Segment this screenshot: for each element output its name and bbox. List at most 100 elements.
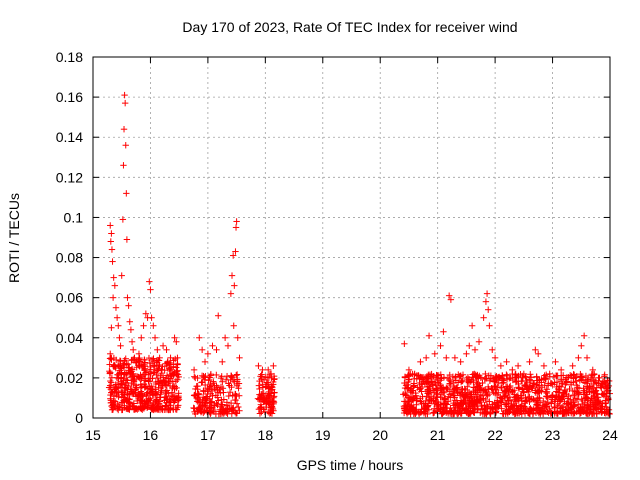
- data-point: [115, 322, 122, 329]
- y-tick-label: 0.04: [56, 330, 83, 346]
- data-point: [120, 162, 127, 169]
- data-point: [156, 406, 164, 414]
- data-point: [175, 394, 182, 401]
- data-point: [203, 395, 210, 403]
- data-point: [440, 328, 447, 335]
- data-point: [118, 394, 126, 401]
- data-point: [219, 401, 226, 408]
- data-point: [228, 272, 236, 279]
- data-point: [134, 406, 141, 413]
- y-tick-labels: 0 0.02 0.04 0.06 0.08 0.1 0.12 0.14 0.16 0.18: [56, 49, 83, 426]
- data-point: [116, 357, 124, 364]
- data-point: [169, 378, 176, 385]
- data-point: [132, 382, 140, 389]
- data-point: [486, 322, 493, 329]
- data-point: [145, 378, 152, 385]
- data-point: [115, 384, 122, 391]
- data-point: [127, 326, 135, 333]
- data-point: [489, 346, 496, 354]
- data-point: [128, 379, 135, 387]
- data-point: [126, 318, 133, 325]
- data-point: [213, 346, 220, 354]
- data-point: [569, 362, 576, 370]
- data-point: [106, 361, 113, 368]
- data-point: [405, 366, 413, 374]
- data-point: [170, 399, 178, 406]
- data-point: [170, 405, 177, 413]
- y-tick-label: 0: [75, 410, 83, 426]
- data-point: [157, 394, 164, 401]
- data-point: [167, 364, 175, 371]
- data-point: [111, 362, 118, 369]
- data-point: [133, 364, 140, 371]
- data-point: [166, 365, 173, 372]
- data-point: [124, 294, 131, 301]
- data-point: [207, 404, 214, 411]
- data-point: [425, 332, 433, 339]
- data-point: [170, 370, 177, 378]
- data-point: [106, 369, 114, 377]
- data-point: [445, 292, 453, 299]
- data-point: [580, 332, 588, 339]
- data-point: [158, 369, 166, 377]
- data-point: [135, 350, 143, 358]
- y-tick-label: 0.14: [56, 129, 83, 145]
- data-point: [212, 392, 220, 399]
- data-point: [214, 386, 221, 394]
- data-point: [230, 404, 237, 411]
- data-point: [217, 374, 225, 382]
- data-point: [227, 399, 235, 407]
- data-point: [198, 346, 206, 354]
- x-tick-label: 19: [315, 427, 331, 443]
- data-point: [497, 362, 505, 370]
- data-point: [143, 390, 150, 398]
- data-point: [196, 334, 203, 341]
- data-point: [174, 361, 181, 368]
- data-point: [107, 222, 114, 229]
- data-point: [108, 389, 115, 396]
- data-point: [168, 391, 176, 399]
- data-point: [200, 409, 207, 417]
- data-point: [105, 384, 113, 391]
- data-point: [107, 377, 114, 385]
- data-point: [107, 350, 114, 358]
- data-point: [107, 395, 114, 402]
- data-point: [118, 381, 126, 388]
- data-point: [552, 358, 559, 366]
- data-point: [215, 312, 222, 319]
- data-point: [150, 322, 157, 329]
- data-point: [233, 382, 241, 389]
- data-point: [219, 385, 227, 392]
- data-point: [482, 370, 489, 378]
- data-point: [122, 142, 129, 149]
- data-point: [131, 389, 139, 396]
- data-point: [126, 396, 133, 403]
- data-point: [207, 370, 215, 378]
- data-point: [141, 377, 149, 384]
- y-tick-label: 0.16: [56, 89, 83, 105]
- data-point: [174, 404, 181, 411]
- data-point: [466, 342, 473, 349]
- data-point: [209, 342, 216, 349]
- data-point: [509, 366, 516, 374]
- data-point: [140, 322, 147, 329]
- data-point: [526, 358, 533, 366]
- data-point: [112, 304, 120, 311]
- y-tick-label: 0.12: [56, 169, 83, 185]
- data-point: [201, 408, 208, 415]
- data-point: [191, 391, 198, 399]
- data-point: [198, 379, 205, 386]
- data-point: [163, 387, 171, 394]
- data-point: [457, 358, 464, 366]
- data-point: [201, 376, 209, 384]
- data-point: [234, 334, 241, 341]
- data-point: [522, 398, 529, 405]
- data-point: [109, 294, 117, 301]
- data-point: [141, 365, 148, 372]
- data-point: [256, 410, 264, 417]
- data-point: [578, 342, 585, 349]
- data-point: [131, 375, 138, 383]
- data-point: [220, 410, 227, 417]
- data-point: [108, 379, 115, 386]
- data-point: [140, 405, 148, 412]
